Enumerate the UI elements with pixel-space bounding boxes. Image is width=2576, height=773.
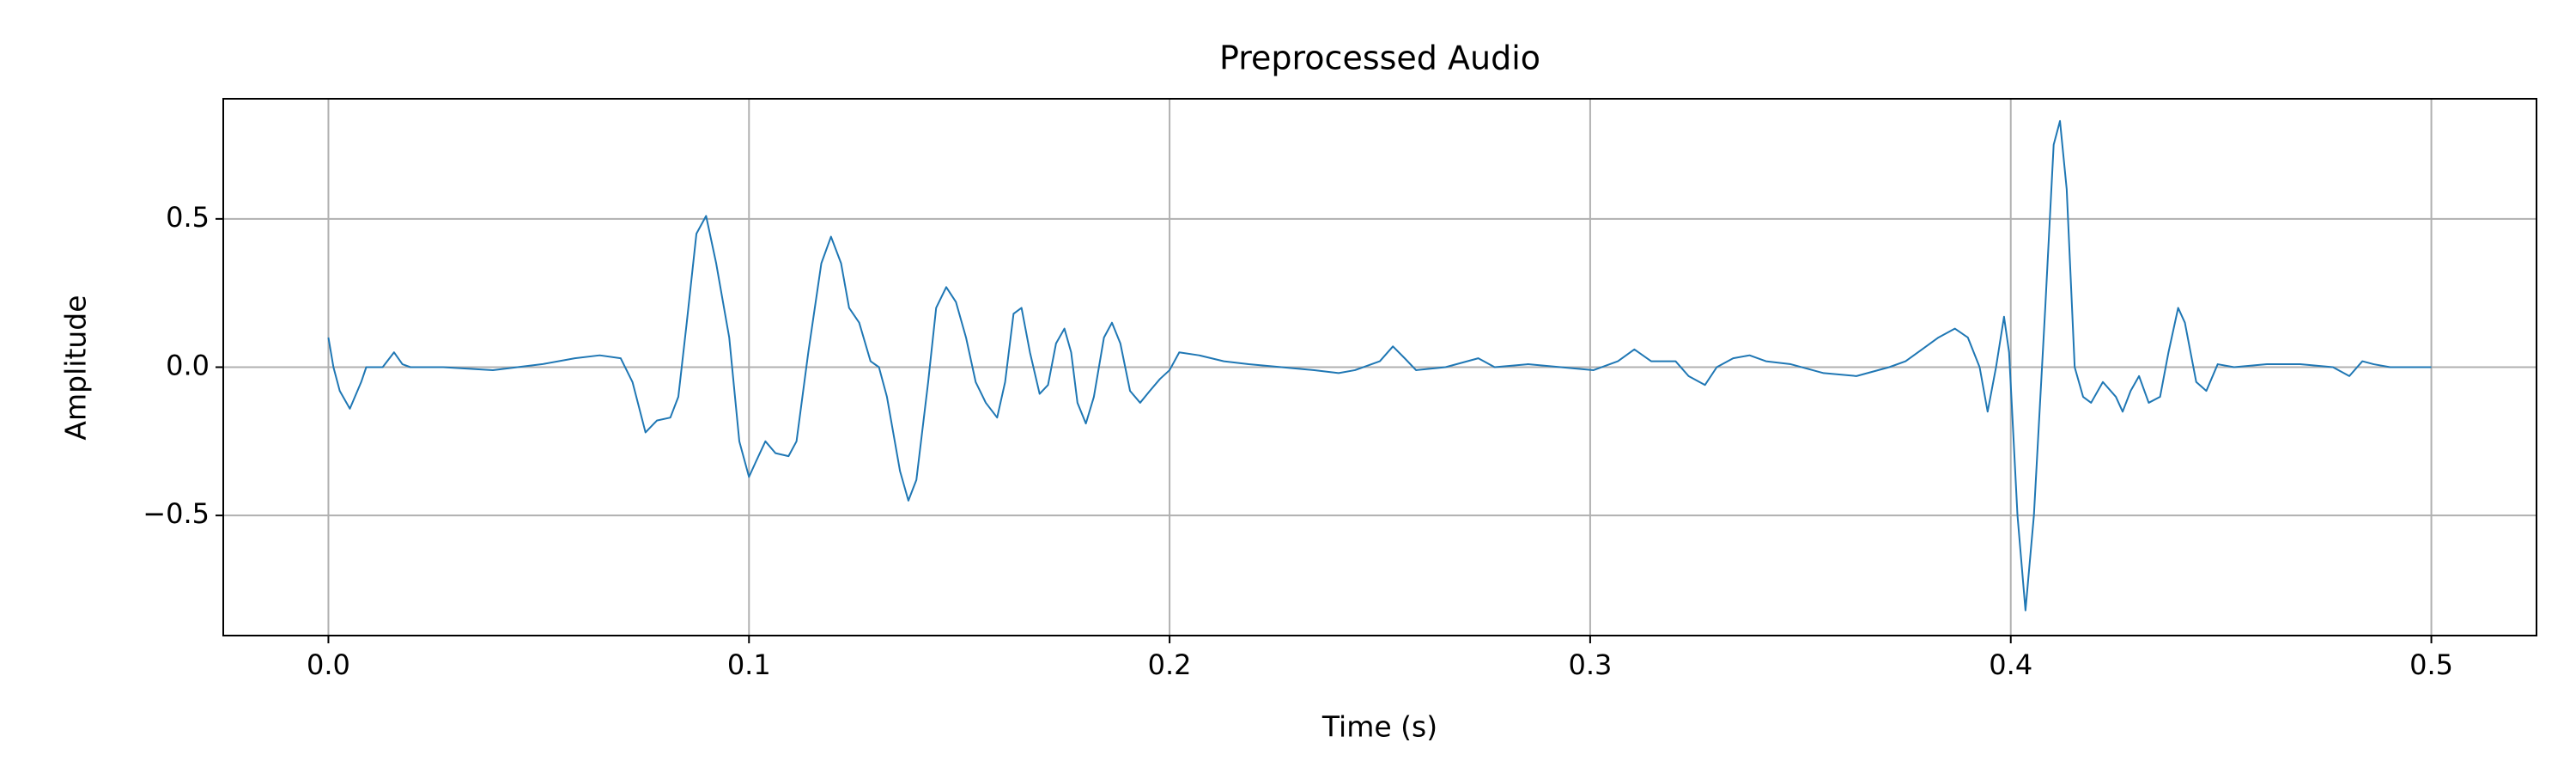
- plot-frame: [222, 98, 2537, 636]
- y-tick-label: 0.0: [166, 350, 210, 382]
- x-tick-label: 0.3: [1568, 648, 1612, 681]
- chart-title: Preprocessed Audio: [1219, 40, 1540, 77]
- x-tick-label: 0.4: [1989, 648, 2032, 681]
- x-tick-label: 0.1: [727, 648, 771, 681]
- x-axis-label: Time (s): [1321, 710, 1437, 744]
- y-axis-label: Amplitude: [59, 295, 93, 440]
- x-tick-label: 0.5: [2409, 648, 2453, 681]
- y-tick-label: 0.5: [166, 201, 210, 234]
- waveform-line: [327, 119, 2432, 612]
- x-tick-label: 0.0: [307, 648, 350, 681]
- y-tick-label: −0.5: [143, 497, 210, 530]
- x-tick-label: 0.2: [1148, 648, 1192, 681]
